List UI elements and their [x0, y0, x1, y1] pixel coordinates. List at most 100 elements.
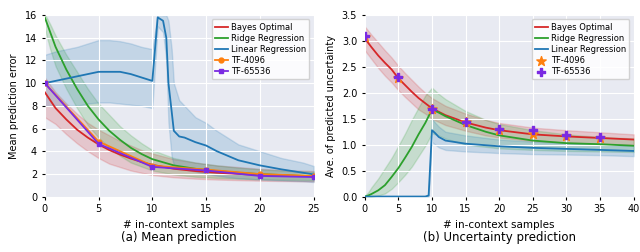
TF-4096 [427, 107, 437, 111]
Bayes Optimal [234, 172, 242, 175]
Ridge Regression [234, 171, 242, 174]
Linear Regression [159, 19, 167, 22]
Linear Regression [154, 16, 161, 19]
Ridge Regression [435, 111, 443, 114]
Bayes Optimal [462, 121, 470, 124]
Linear Regression [428, 129, 436, 132]
Bayes Optimal [374, 54, 382, 57]
Linear Regression [116, 70, 124, 73]
Text: (b) Uncertainty prediction: (b) Uncertainty prediction [422, 231, 576, 244]
Linear Regression [299, 171, 307, 174]
Bayes Optimal [116, 153, 124, 156]
Bayes Optimal [563, 135, 570, 138]
Linear Regression [191, 141, 199, 144]
TF-65536 [41, 82, 49, 85]
Ridge Regression [596, 143, 604, 146]
Ridge Regression [46, 31, 54, 34]
Bayes Optimal [388, 68, 396, 71]
Line: Bayes Optimal: Bayes Optimal [45, 92, 314, 176]
X-axis label: # in-context samples: # in-context samples [124, 220, 235, 230]
Ridge Regression [52, 45, 60, 48]
Bayes Optimal [428, 107, 436, 110]
TF-4096 [595, 136, 605, 140]
Bayes Optimal [138, 161, 145, 164]
TF-4096 [360, 35, 370, 39]
Linear Regression [381, 195, 389, 198]
Line: TF-4096: TF-4096 [42, 81, 316, 178]
Ridge Regression [563, 142, 570, 145]
Linear Regression [630, 149, 637, 152]
TF-4096 [95, 140, 102, 143]
Linear Regression [84, 73, 92, 76]
Bayes Optimal [367, 46, 375, 49]
Bayes Optimal [52, 107, 60, 110]
Ridge Regression [256, 173, 264, 176]
Line: Linear Regression: Linear Regression [45, 17, 314, 174]
TF-65536 [310, 176, 317, 179]
Ridge Regression [73, 87, 81, 90]
Ridge Regression [116, 138, 124, 141]
Linear Regression [73, 75, 81, 78]
Ridge Regression [138, 152, 145, 155]
Bayes Optimal [482, 126, 490, 129]
Linear Regression [425, 194, 433, 197]
Linear Regression [164, 82, 172, 85]
Linear Regression [415, 195, 422, 198]
Ridge Regression [148, 158, 156, 161]
Linear Regression [224, 154, 232, 157]
Ridge Regression [374, 189, 382, 192]
Linear Regression [401, 195, 409, 198]
Ridge Regression [95, 118, 102, 121]
Bayes Optimal [421, 102, 429, 105]
Linear Regression [408, 195, 416, 198]
Ridge Regression [394, 167, 403, 170]
Ridge Regression [415, 133, 422, 136]
Linear Regression [435, 135, 443, 138]
Linear Regression [63, 77, 70, 80]
Linear Regression [563, 147, 570, 150]
Ridge Regression [367, 193, 375, 196]
Text: (a) Mean prediction: (a) Mean prediction [122, 231, 237, 244]
Bayes Optimal [73, 128, 81, 131]
Ridge Regression [462, 123, 470, 127]
Linear Regression [442, 139, 449, 142]
Ridge Regression [421, 121, 429, 124]
Ridge Regression [170, 164, 178, 167]
Line: TF-65536: TF-65536 [42, 81, 316, 179]
Bayes Optimal [310, 175, 317, 178]
TF-65536 [561, 133, 572, 137]
Linear Regression [170, 129, 178, 132]
Linear Regression [52, 79, 60, 82]
Bayes Optimal [529, 133, 536, 136]
TF-65536 [202, 169, 210, 172]
Line: Bayes Optimal: Bayes Optimal [365, 39, 634, 140]
TF-4096 [41, 82, 49, 85]
TF-65536 [494, 127, 504, 131]
Line: Linear Regression: Linear Regression [365, 130, 634, 197]
Bayes Optimal [170, 167, 178, 170]
Bayes Optimal [63, 118, 70, 121]
Ridge Regression [278, 174, 285, 177]
Ridge Regression [63, 68, 70, 71]
Ridge Regression [401, 156, 409, 159]
Linear Regression [529, 146, 536, 149]
Linear Regression [148, 79, 156, 82]
Legend: Bayes Optimal, Ridge Regression, Linear Regression, TF-4096, TF-65536: Bayes Optimal, Ridge Regression, Linear … [532, 19, 629, 79]
Linear Regression [361, 195, 369, 198]
Ridge Regression [41, 16, 49, 19]
Ridge Regression [106, 129, 113, 132]
TF-65536 [427, 107, 437, 111]
Ridge Regression [630, 144, 637, 147]
Linear Regression [310, 173, 317, 176]
Ridge Regression [529, 139, 536, 142]
TF-4096 [202, 168, 210, 171]
Linear Regression [256, 164, 264, 167]
Linear Regression [462, 142, 470, 145]
TF-4096 [393, 76, 404, 80]
Linear Regression [431, 132, 439, 135]
Bayes Optimal [408, 90, 416, 93]
Linear Regression [106, 70, 113, 73]
Linear Regression [175, 135, 183, 138]
Bayes Optimal [278, 174, 285, 177]
Bayes Optimal [596, 137, 604, 140]
